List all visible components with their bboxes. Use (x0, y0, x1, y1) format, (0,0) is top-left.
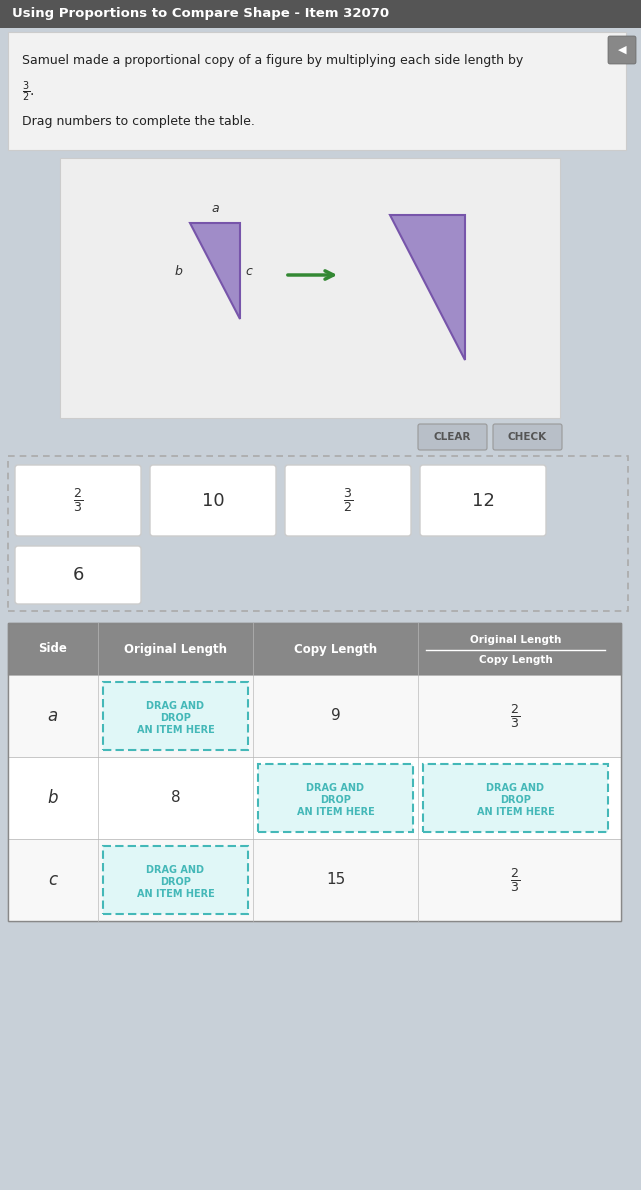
Text: DRAG AND: DRAG AND (147, 701, 204, 710)
Text: AN ITEM HERE: AN ITEM HERE (297, 807, 374, 818)
FancyBboxPatch shape (608, 36, 636, 64)
Text: $\frac{3}{2}$: $\frac{3}{2}$ (343, 487, 353, 514)
FancyBboxPatch shape (258, 764, 413, 832)
Text: CLEAR: CLEAR (433, 432, 470, 441)
Text: c: c (245, 264, 252, 277)
Text: DRAG AND: DRAG AND (147, 865, 204, 875)
FancyBboxPatch shape (8, 32, 626, 150)
Text: DROP: DROP (160, 713, 191, 724)
Text: 12: 12 (472, 491, 494, 509)
FancyBboxPatch shape (150, 465, 276, 536)
Text: AN ITEM HERE: AN ITEM HERE (137, 889, 214, 898)
Text: CHECK: CHECK (508, 432, 547, 441)
Text: DROP: DROP (500, 795, 531, 804)
Text: $\frac{2}{3}$: $\frac{2}{3}$ (510, 866, 520, 894)
Text: 9: 9 (331, 708, 340, 724)
FancyBboxPatch shape (8, 757, 621, 839)
FancyBboxPatch shape (418, 424, 487, 450)
Text: $\frac{2}{3}$: $\frac{2}{3}$ (73, 487, 83, 514)
Text: Samuel made a proportional copy of a figure by multiplying each side length by: Samuel made a proportional copy of a fig… (22, 54, 523, 67)
Text: DROP: DROP (320, 795, 351, 804)
FancyBboxPatch shape (8, 675, 621, 757)
Text: Using Proportions to Compare Shape - Item 32070: Using Proportions to Compare Shape - Ite… (12, 7, 389, 20)
Text: 15: 15 (326, 872, 345, 888)
FancyBboxPatch shape (8, 624, 621, 675)
FancyBboxPatch shape (103, 682, 248, 750)
Text: 8: 8 (171, 790, 180, 806)
Text: DRAG AND: DRAG AND (306, 783, 365, 793)
FancyBboxPatch shape (423, 764, 608, 832)
Text: $\frac{2}{3}$: $\frac{2}{3}$ (510, 702, 520, 729)
Polygon shape (190, 223, 240, 319)
Text: $\mathit{a}$: $\mathit{a}$ (47, 707, 58, 725)
FancyBboxPatch shape (285, 465, 411, 536)
Text: Original Length: Original Length (124, 643, 227, 656)
Text: DROP: DROP (160, 877, 191, 887)
FancyBboxPatch shape (15, 465, 141, 536)
FancyBboxPatch shape (8, 839, 621, 921)
Text: Copy Length: Copy Length (479, 656, 553, 665)
FancyBboxPatch shape (103, 846, 248, 914)
Text: $\mathit{b}$: $\mathit{b}$ (47, 789, 59, 807)
Text: b: b (174, 264, 182, 277)
Text: Side: Side (38, 643, 67, 656)
FancyBboxPatch shape (15, 546, 141, 605)
Text: $\frac{3}{2}$.: $\frac{3}{2}$. (22, 80, 35, 105)
Text: Drag numbers to complete the table.: Drag numbers to complete the table. (22, 115, 255, 129)
Text: Copy Length: Copy Length (294, 643, 377, 656)
Text: 6: 6 (72, 566, 84, 584)
FancyBboxPatch shape (8, 624, 621, 921)
Text: a: a (211, 202, 219, 215)
Text: $\mathit{c}$: $\mathit{c}$ (47, 871, 58, 889)
Text: DRAG AND: DRAG AND (487, 783, 544, 793)
FancyBboxPatch shape (60, 158, 560, 418)
FancyBboxPatch shape (0, 0, 641, 29)
FancyBboxPatch shape (420, 465, 546, 536)
Text: Original Length: Original Length (470, 634, 561, 645)
Text: ◀: ◀ (618, 45, 626, 55)
Text: AN ITEM HERE: AN ITEM HERE (137, 725, 214, 735)
FancyBboxPatch shape (8, 456, 628, 610)
Text: 10: 10 (202, 491, 224, 509)
FancyBboxPatch shape (493, 424, 562, 450)
Text: AN ITEM HERE: AN ITEM HERE (477, 807, 554, 818)
Polygon shape (390, 215, 465, 359)
